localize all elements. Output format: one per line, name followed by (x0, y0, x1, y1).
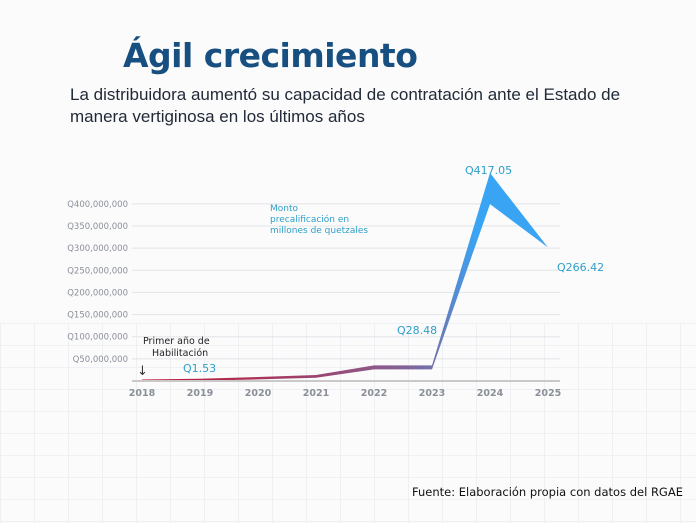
data-label: Q266.42 (557, 261, 604, 274)
x-tick-label: 2022 (361, 388, 387, 399)
x-tick-label: 2025 (535, 388, 561, 399)
data-label: Q417.05 (465, 164, 512, 177)
y-tick-label: Q50,000,000 (73, 355, 128, 365)
y-tick-label: Q350,000,000 (67, 222, 128, 232)
background-grid (0, 323, 696, 523)
x-tick-label: 2019 (187, 388, 213, 399)
source-note: Fuente: Elaboración propia con datos del… (412, 485, 683, 499)
y-tick-label: Q250,000,000 (67, 266, 128, 276)
gridlines (132, 203, 560, 360)
data-label: Q1.53 (183, 362, 216, 375)
legend-label: Monto precalificación en millones de quetz… (270, 204, 368, 236)
y-tick-label: Q100,000,000 (67, 333, 128, 343)
x-tick-label: 2018 (129, 388, 156, 399)
y-tick-label: Q400,000,000 (67, 200, 128, 210)
annotation-line2: Habilitación (152, 348, 208, 359)
y-tick-label: Q150,000,000 (67, 311, 128, 321)
data-labels: Q1.53 Q28.48 Q417.05 Q266.42 (183, 164, 604, 375)
y-tick-label: Q300,000,000 (67, 244, 128, 254)
arrow-down-icon: ↓ (137, 364, 148, 379)
x-tick-label: 2023 (419, 388, 445, 399)
x-tick-label: 2020 (245, 388, 272, 399)
x-tick-label: 2024 (477, 388, 504, 399)
y-tick-label: Q200,000,000 (67, 288, 128, 298)
page-title: Ágil crecimiento (123, 36, 418, 75)
x-tick-label: 2021 (303, 388, 329, 399)
annotation-line1: Primer año de (143, 336, 210, 347)
data-label: Q28.48 (397, 324, 437, 337)
y-axis-ticks: Q50,000,000 Q100,000,000 Q150,000,000 Q200,… (67, 200, 128, 365)
x-axis-ticks: 2018 2019 2020 2021 2022 2023 2024 2025 (129, 388, 561, 399)
page-subtitle: La distribuidora aumentó su capacidad de… (70, 85, 621, 126)
